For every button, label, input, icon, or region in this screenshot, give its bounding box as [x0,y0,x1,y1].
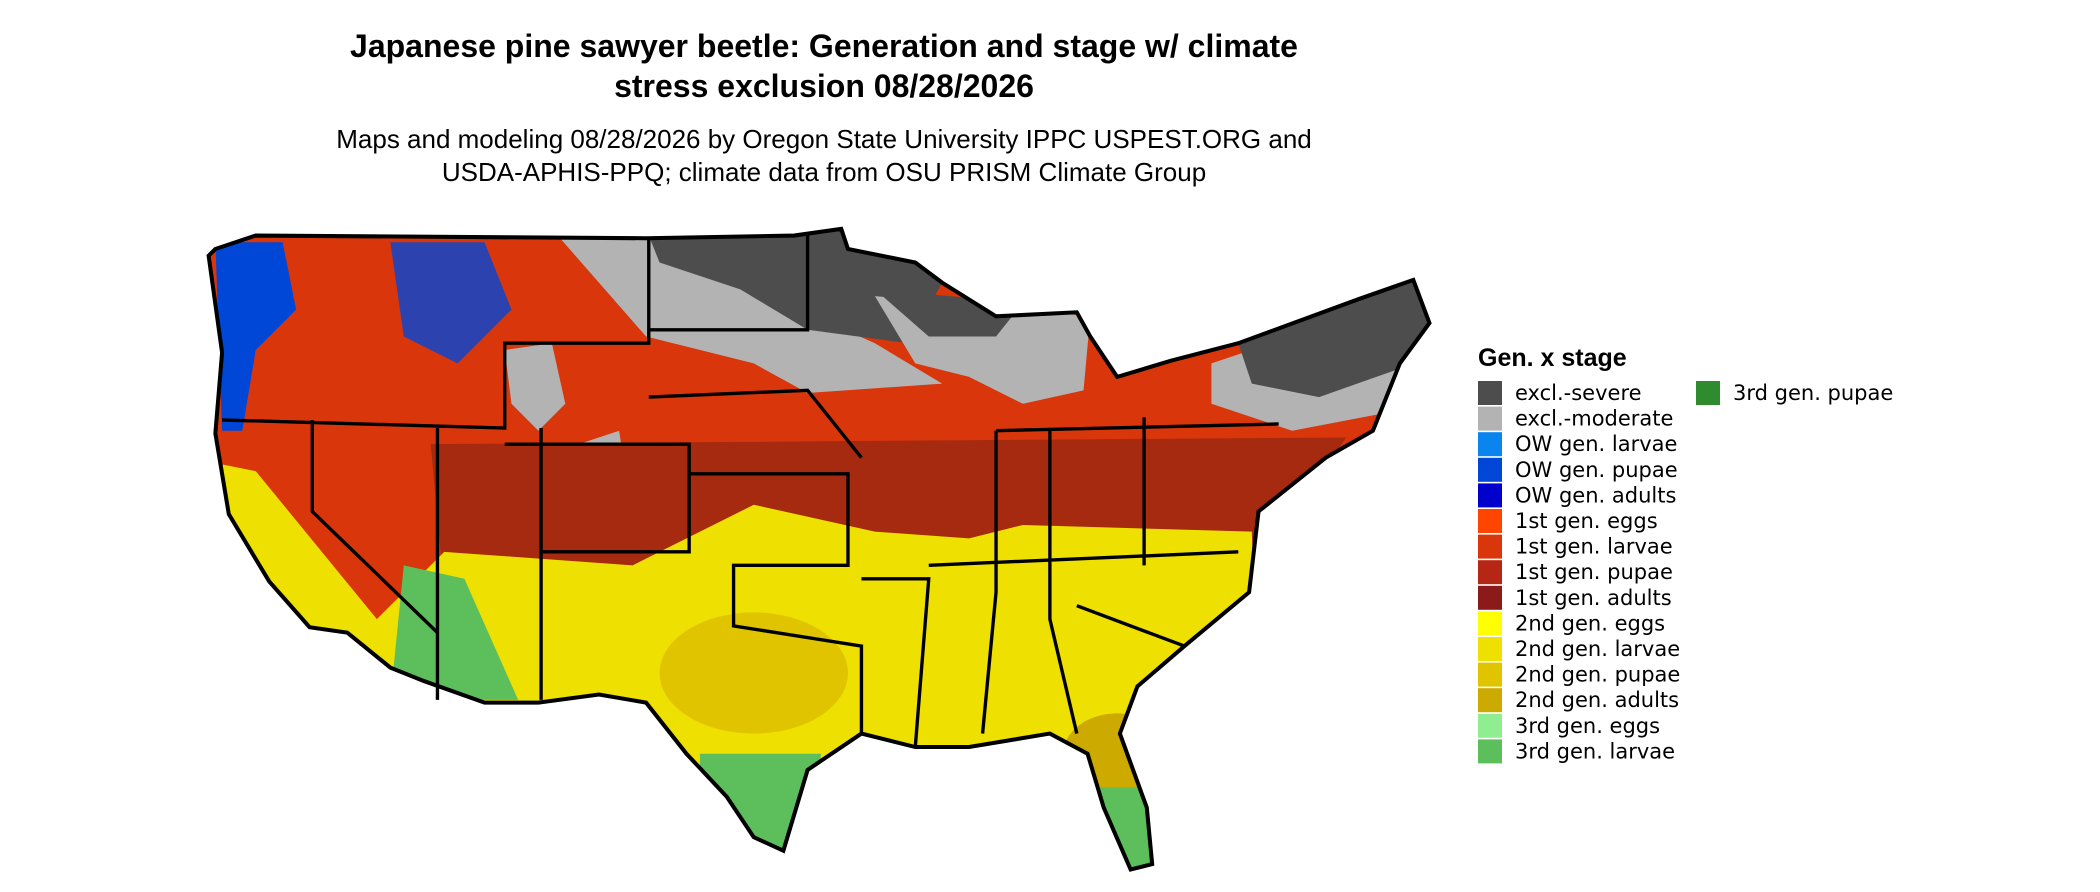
legend-label: 1st gen. eggs [1515,509,1658,533]
legend-title: Gen. x stage [1478,344,1627,372]
legend-swatch [1478,457,1502,482]
legend-swatch [1478,688,1502,713]
map [206,226,1432,872]
legend-label: 3rd gen. larvae [1515,739,1675,763]
legend-label: 2nd gen. eggs [1515,611,1665,635]
legend-swatch [1478,713,1502,738]
legend-label: OW gen. pupae [1515,458,1678,482]
legend-swatch [1478,534,1502,559]
legend-label: 2nd gen. pupae [1515,663,1680,687]
legend-swatch [1478,509,1502,533]
legend-swatch [1478,483,1502,508]
legend-label: OW gen. larvae [1515,432,1677,456]
legend-label: 1st gen. pupae [1515,560,1673,584]
subtitle-line: Maps and modeling 08/28/2026 by Oregon S… [336,124,1312,154]
legend-label: excl.-severe [1515,381,1642,405]
legend-swatch [1478,406,1502,431]
legend-swatch [1478,560,1502,585]
legend-label: 2nd gen. larvae [1515,637,1680,661]
title-line: stress exclusion 08/28/2026 [614,68,1034,104]
legend-label: OW gen. adults [1515,483,1676,507]
legend-swatch [1478,432,1502,457]
legend-label: 3rd gen. pupae [1733,381,1893,405]
subtitle-line: USDA-APHIS-PPQ; climate data from OSU PR… [442,157,1206,187]
legend-label: 1st gen. larvae [1515,535,1673,559]
legend-swatch [1478,637,1502,661]
legend-swatch [1478,662,1502,687]
legend-label: excl.-moderate [1515,407,1673,431]
legend-label: 1st gen. adults [1515,586,1672,610]
title-line: Japanese pine sawyer beetle: Generation … [350,28,1298,64]
legend-swatch [1478,585,1502,610]
legend-swatch [1478,611,1502,636]
legend-label: 2nd gen. adults [1515,688,1679,712]
legend-swatch [1478,381,1502,405]
legend-swatch [1478,739,1502,764]
legend-swatch [1696,381,1720,405]
legend-label: 3rd gen. eggs [1515,714,1660,738]
